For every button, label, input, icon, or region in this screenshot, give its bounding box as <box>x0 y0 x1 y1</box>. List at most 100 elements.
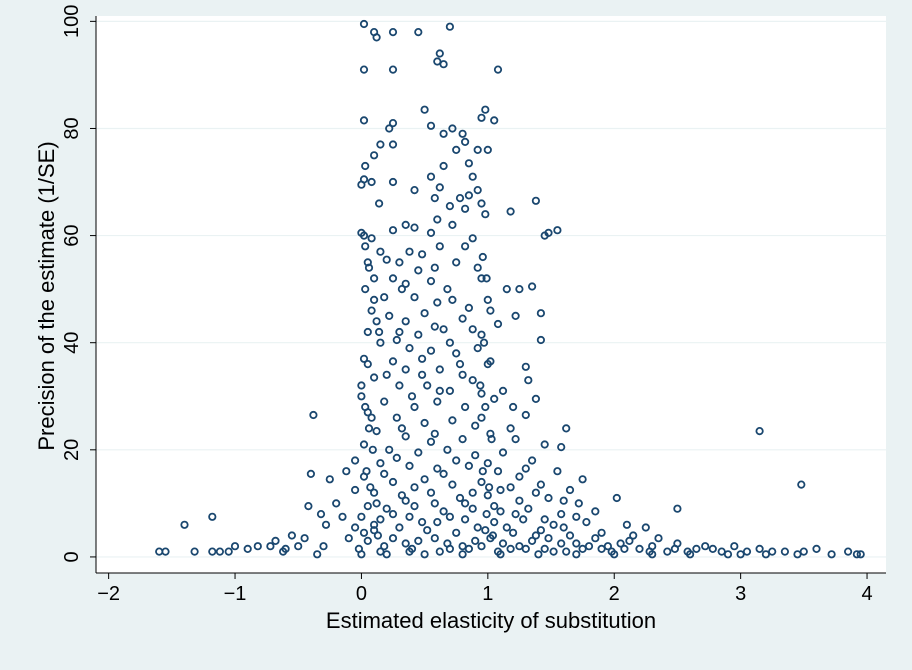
scatter-point <box>645 547 654 556</box>
scatter-point <box>471 421 480 430</box>
scatter-point <box>430 194 439 203</box>
scatter-point <box>483 295 492 304</box>
x-tick-label: −1 <box>224 583 247 605</box>
scatter-point <box>426 488 436 497</box>
scatter-point <box>603 542 613 551</box>
scatter-point <box>641 523 650 532</box>
scatter-point <box>357 392 366 401</box>
scatter-point <box>597 544 606 554</box>
scatter-point <box>565 485 575 495</box>
scatter-point <box>325 475 334 484</box>
scatter-point <box>313 550 322 559</box>
scatter-point <box>622 520 632 529</box>
scatter-point <box>524 376 533 385</box>
scatter-point <box>827 550 836 559</box>
scatter-point <box>536 480 546 489</box>
scatter-point <box>382 370 391 379</box>
scatter-point <box>460 204 470 213</box>
scatter-point <box>616 539 625 548</box>
scatter-point <box>363 327 372 337</box>
scatter-point <box>401 365 410 374</box>
scatter-point <box>388 140 398 149</box>
scatter-point <box>663 547 672 556</box>
scatter-point <box>557 509 566 519</box>
scatter-point <box>376 338 385 347</box>
scatter-point <box>426 346 436 355</box>
x-axis-ticks: −2 −1 0 1 2 3 4 <box>97 573 873 605</box>
scatter-point <box>553 226 562 235</box>
scatter-point <box>410 501 419 511</box>
scatter-point <box>278 547 288 556</box>
scatter-point <box>559 523 568 532</box>
scatter-point <box>464 544 473 554</box>
scatter-point <box>498 539 508 548</box>
scatter-point <box>490 501 499 511</box>
scatter-point <box>364 263 374 272</box>
scatter-point <box>433 464 442 473</box>
scatter-point <box>477 330 486 339</box>
scatter-point <box>385 124 394 133</box>
scatter-point <box>445 386 454 395</box>
scatter-point <box>473 145 482 154</box>
scatter-point <box>395 327 404 337</box>
scatter-point <box>376 515 385 524</box>
scatter-point <box>493 467 503 476</box>
scatter-point <box>511 311 520 320</box>
scatter-point <box>498 386 508 395</box>
scatter-point <box>477 413 486 422</box>
scatter-point <box>430 263 439 272</box>
scatter-point <box>458 370 467 379</box>
scatter-point <box>385 311 394 320</box>
x-tick-label: −2 <box>97 583 120 605</box>
scatter-point <box>208 512 217 521</box>
scatter-point <box>574 499 583 508</box>
scatter-point <box>458 434 467 444</box>
scatter-point <box>490 517 499 527</box>
scatter-point <box>369 526 379 535</box>
scatter-point <box>856 550 865 559</box>
scatter-point <box>435 547 444 556</box>
scatter-point <box>483 491 492 500</box>
scatter-point <box>780 547 790 556</box>
scatter-point <box>430 499 439 508</box>
scatter-point <box>477 389 486 398</box>
scatter-point <box>359 65 369 74</box>
scatter-point <box>502 523 511 532</box>
scatter-point <box>487 434 496 444</box>
scatter-point <box>483 459 492 468</box>
scatter-point <box>414 536 423 546</box>
scatter-point <box>361 402 370 412</box>
scatter-point <box>376 247 385 256</box>
scatter-point <box>768 547 777 556</box>
y-tick-label: 60 <box>61 224 83 246</box>
scatter-point <box>376 140 385 149</box>
scatter-point <box>536 335 546 345</box>
scatter-point <box>439 60 448 69</box>
y-tick-label: 20 <box>61 439 83 461</box>
scatter-point <box>445 22 454 31</box>
scatter-point <box>443 284 452 294</box>
scatter-point <box>612 493 621 503</box>
scatter-point <box>410 483 419 492</box>
scatter-point <box>477 477 486 487</box>
scatter-point <box>445 544 454 554</box>
scatter-point <box>435 242 444 251</box>
scatter-point <box>481 105 490 114</box>
scatter-point <box>477 199 486 208</box>
scatter-point <box>549 520 558 529</box>
scatter-point <box>374 327 384 337</box>
scatter-point <box>812 544 821 554</box>
scatter-point <box>388 65 398 74</box>
scatter-point <box>266 542 275 551</box>
scatter-point <box>321 520 331 529</box>
scatter-point <box>376 547 385 556</box>
scatter-point <box>625 536 634 546</box>
scatter-point <box>508 528 518 537</box>
scatter-point <box>531 488 541 497</box>
scatter-point <box>388 119 398 128</box>
scatter-point <box>460 137 470 146</box>
scatter-point <box>230 542 240 551</box>
scatter-point <box>380 397 389 406</box>
scatter-point <box>420 550 429 559</box>
scatter-point <box>410 223 419 232</box>
